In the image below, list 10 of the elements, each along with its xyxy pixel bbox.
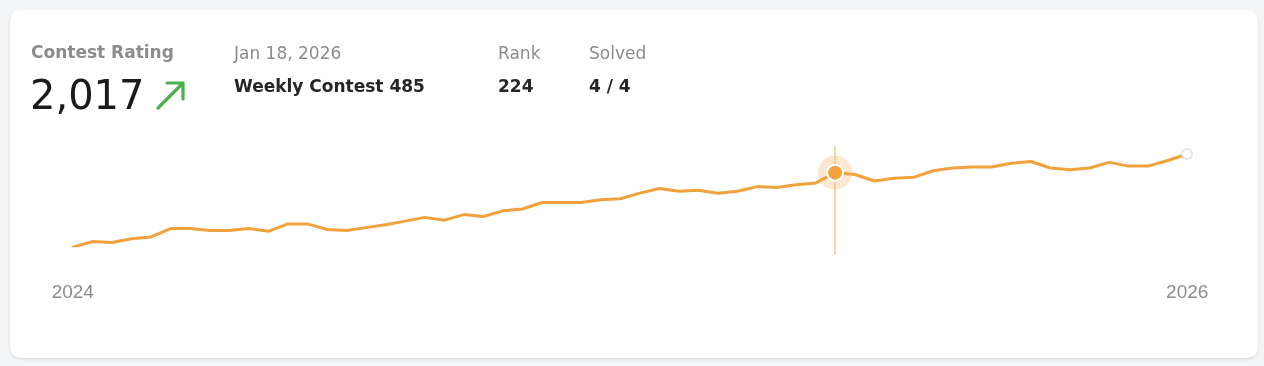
text: Weekly Contest 485 xyxy=(234,76,425,96)
chart-title: Contest Rating xyxy=(31,42,174,62)
text: 2,017 xyxy=(30,72,145,118)
text: 4 / 4 xyxy=(589,76,631,96)
x-tick-label: 2026 xyxy=(1166,280,1209,302)
x-tick-label: 2024 xyxy=(51,280,95,302)
text: Solved xyxy=(589,43,647,63)
text: Jan 18, 2026 xyxy=(234,43,342,63)
text: 224 xyxy=(498,76,534,96)
text: Rank xyxy=(498,43,541,63)
